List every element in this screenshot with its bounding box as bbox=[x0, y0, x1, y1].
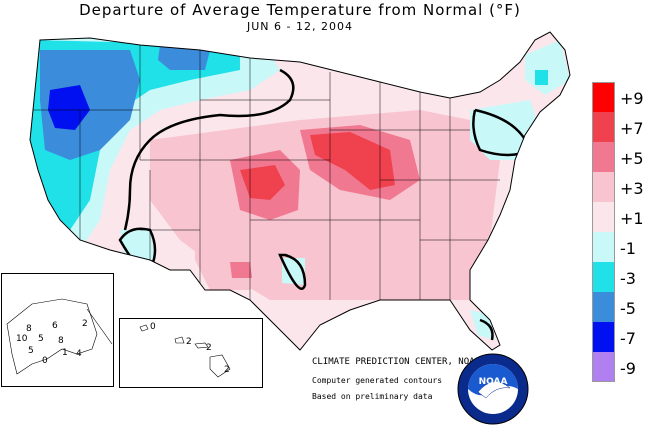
credit-center: CLIMATE PREDICTION CENTER, NOAA bbox=[312, 357, 480, 367]
legend-label: +3 bbox=[620, 179, 644, 198]
alaska-label: 4 bbox=[76, 349, 82, 359]
alaska-label: 0 bbox=[42, 356, 48, 366]
credit-basis: Based on preliminary data bbox=[312, 392, 433, 401]
noaa-logo: NOAA bbox=[457, 353, 529, 425]
legend-swatch bbox=[592, 232, 615, 262]
legend-swatch bbox=[592, 202, 615, 232]
legend-label: +1 bbox=[620, 209, 644, 228]
zero-contours bbox=[118, 68, 532, 341]
map-subtitle: JUN 6 - 12, 2004 bbox=[247, 20, 353, 33]
hawaii-label: 2 bbox=[186, 337, 192, 347]
legend-item: -3 bbox=[592, 262, 654, 292]
map-title: Departure of Average Temperature from No… bbox=[79, 1, 521, 19]
legend-swatch bbox=[592, 82, 615, 112]
legend-swatch bbox=[592, 292, 615, 322]
legend-item: +9 bbox=[592, 82, 654, 112]
alaska-inset: 8 6 2 10 5 5 8 4 0 1 bbox=[1, 273, 114, 387]
legend-label: +7 bbox=[620, 119, 644, 138]
legend-swatch bbox=[592, 142, 615, 172]
us-outline bbox=[29, 31, 571, 351]
legend-item: +7 bbox=[592, 112, 654, 142]
alaska-label: 8 bbox=[58, 336, 64, 346]
hawaii-label: 2 bbox=[206, 343, 212, 353]
legend-label: -5 bbox=[620, 299, 636, 318]
legend-label: -3 bbox=[620, 269, 636, 288]
legend-label: +5 bbox=[620, 149, 644, 168]
hawaii-inset: 0 2 2 2 bbox=[119, 318, 263, 388]
alaska-label: 8 bbox=[26, 324, 32, 334]
legend-swatch bbox=[592, 352, 615, 382]
credit-contours: Computer generated contours bbox=[312, 376, 443, 385]
legend-item: -9 bbox=[592, 352, 654, 382]
legend-item: -5 bbox=[592, 292, 654, 322]
legend-item: +1 bbox=[592, 202, 654, 232]
hawaii-label: 0 bbox=[150, 322, 156, 332]
alaska-label: 10 bbox=[16, 334, 28, 344]
legend-swatch bbox=[592, 172, 615, 202]
logo-text: NOAA bbox=[479, 377, 508, 387]
alaska-label: 5 bbox=[38, 334, 44, 344]
legend-label: +9 bbox=[620, 89, 644, 108]
alaska-label: 5 bbox=[28, 346, 34, 356]
state-boundaries bbox=[30, 45, 500, 300]
color-legend: +9 +7 +5 +3 +1 -1 -3 -5 -7 -9 bbox=[592, 82, 654, 382]
legend-label: -1 bbox=[620, 239, 636, 258]
legend-item: +5 bbox=[592, 142, 654, 172]
alaska-label: 6 bbox=[52, 321, 58, 331]
legend-item: -7 bbox=[592, 322, 654, 352]
legend-label: -9 bbox=[620, 359, 636, 378]
hawaii-label: 2 bbox=[224, 365, 230, 375]
legend-label: -7 bbox=[620, 329, 636, 348]
legend-item: +3 bbox=[592, 172, 654, 202]
legend-item: -1 bbox=[592, 232, 654, 262]
legend-swatch bbox=[592, 262, 615, 292]
alaska-label: 2 bbox=[82, 319, 88, 329]
alaska-label: 1 bbox=[62, 348, 68, 358]
legend-swatch bbox=[592, 112, 615, 142]
legend-swatch bbox=[592, 322, 615, 352]
